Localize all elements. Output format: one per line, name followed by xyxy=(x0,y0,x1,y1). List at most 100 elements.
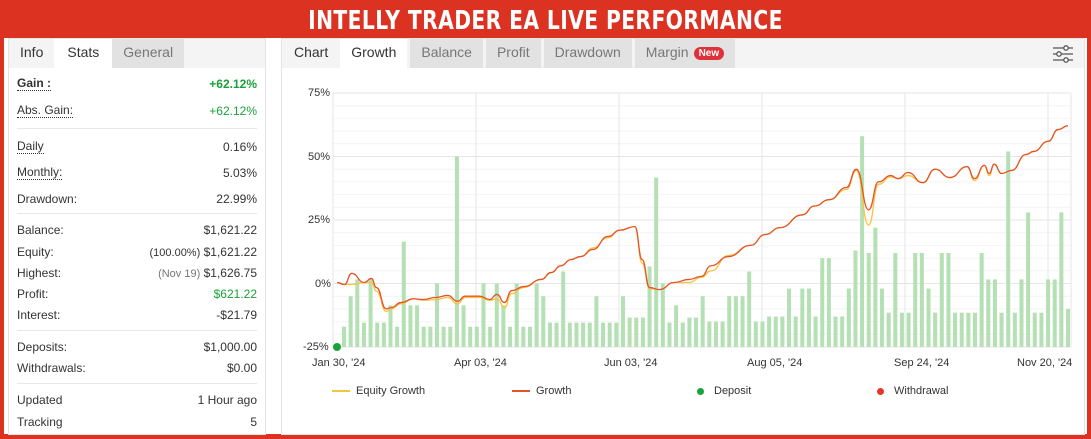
legend-equity-growth[interactable]: Equity Growth xyxy=(332,385,425,397)
legend-label: Withdrawal xyxy=(894,385,949,397)
daily-bar xyxy=(501,305,506,347)
daily-bar xyxy=(534,283,539,347)
daily-bar xyxy=(587,322,592,347)
legend-growth[interactable]: Growth xyxy=(512,385,571,397)
daily-bar xyxy=(880,288,885,347)
equity-percent: (100.00%) xyxy=(149,247,201,259)
tab-margin[interactable]: Margin New xyxy=(634,39,736,68)
stat-withdrawals: Withdrawals: $0.00 xyxy=(17,359,257,377)
daily-bar xyxy=(694,317,699,347)
daily-bar xyxy=(461,305,466,347)
daily-bar xyxy=(554,322,559,347)
daily-bar xyxy=(806,288,811,347)
interest-label: Interest: xyxy=(17,308,61,322)
tab-stats[interactable]: Stats xyxy=(54,39,113,68)
daily-bar xyxy=(547,322,552,347)
page-title: INTELLY TRADER EA LIVE PERFORMANCE xyxy=(308,6,783,36)
stat-deposits: Deposits: $1,000.00 xyxy=(17,338,257,356)
legend-dot-icon xyxy=(877,387,884,395)
divider xyxy=(17,213,257,214)
new-badge: New xyxy=(693,47,725,60)
daily-bar xyxy=(919,253,924,347)
highest-value: $1,626.75 xyxy=(203,266,257,280)
gain-value: +62.12% xyxy=(209,77,257,91)
daily-bar xyxy=(527,326,532,347)
stat-profit: Profit: $621.22 xyxy=(17,285,257,303)
tab-chart[interactable]: Chart xyxy=(294,44,329,60)
updated-value: 1 Hour ago xyxy=(197,393,257,407)
tab-growth[interactable]: Growth xyxy=(340,39,408,68)
daily-bar xyxy=(813,316,818,347)
daily-bar xyxy=(508,326,513,347)
stats-tabs: Info Stats General xyxy=(9,39,265,68)
daily-bar xyxy=(973,312,978,347)
daily-bar xyxy=(780,316,785,347)
daily-bar xyxy=(521,326,526,347)
legend-withdrawal[interactable]: Withdrawal xyxy=(877,385,948,397)
daily-bar xyxy=(979,253,984,347)
daily-bar xyxy=(667,322,672,347)
legend-line-icon xyxy=(332,390,350,392)
tab-info[interactable]: Info xyxy=(20,44,44,60)
daily-bar xyxy=(946,253,951,347)
daily-bar xyxy=(428,326,433,347)
tracking-label: Tracking xyxy=(17,415,63,429)
x-tick-label: Jun 03, '24 xyxy=(604,357,658,369)
stat-updated: Updated 1 Hour ago xyxy=(17,391,257,409)
daily-bar xyxy=(913,253,918,347)
balance-label: Balance: xyxy=(17,223,64,237)
deposits-value: $1,000.00 xyxy=(203,340,257,354)
stat-interest: Interest: -$21.79 xyxy=(17,306,257,324)
daily-bar xyxy=(747,271,752,347)
daily-bar xyxy=(395,326,400,347)
legend-label: Equity Growth xyxy=(356,385,426,397)
equity-value: $1,621.22 xyxy=(203,245,257,259)
daily-bar xyxy=(846,288,851,347)
monthly-value: 5.03% xyxy=(222,166,257,180)
legend-label: Deposit xyxy=(714,385,752,397)
monthly-label[interactable]: Monthly: xyxy=(17,165,63,180)
withdrawals-label: Withdrawals: xyxy=(17,361,86,375)
daily-bar xyxy=(966,312,971,347)
tab-balance[interactable]: Balance xyxy=(410,39,483,68)
daily-bar xyxy=(959,312,964,347)
x-tick-label: Jan 30, '24 xyxy=(312,357,366,369)
tab-drawdown[interactable]: Drawdown xyxy=(543,39,632,68)
legend-deposit[interactable]: Deposit xyxy=(697,385,751,397)
daily-bar xyxy=(348,296,353,347)
daily-bar xyxy=(680,322,685,347)
daily-bar xyxy=(468,326,473,347)
daily-bar xyxy=(494,283,499,347)
daily-bar xyxy=(733,296,738,347)
daily-value: 0.16% xyxy=(222,140,257,154)
daily-bar xyxy=(840,316,845,347)
daily-bar xyxy=(793,316,798,347)
daily-label[interactable]: Daily xyxy=(17,139,44,154)
stat-equity: Equity: (100.00%) $1,621.22 xyxy=(17,243,257,261)
daily-bar xyxy=(773,316,778,347)
profit-label: Profit: xyxy=(17,287,49,301)
stat-abs-gain: Abs. Gain: +62.12% xyxy=(17,102,257,120)
abs-gain-label[interactable]: Abs. Gain: xyxy=(17,103,74,118)
daily-bar xyxy=(415,305,420,347)
daily-bar xyxy=(342,326,346,347)
stat-daily: Daily 0.16% xyxy=(17,138,257,156)
tab-profit[interactable]: Profit xyxy=(485,39,541,68)
stat-highest: Highest: (Nov 19) $1,626.75 xyxy=(17,264,257,282)
daily-bar xyxy=(620,296,625,347)
highest-label: Highest: xyxy=(17,266,62,280)
daily-bar xyxy=(1066,308,1070,347)
daily-bar xyxy=(1032,312,1037,347)
daily-bar xyxy=(727,296,732,347)
tab-general[interactable]: General xyxy=(112,39,185,68)
daily-bar xyxy=(640,317,645,347)
settings-sliders-icon[interactable] xyxy=(1052,45,1074,63)
chart-tabs: Chart Growth Balance Profit Drawdown Mar… xyxy=(282,39,1084,68)
daily-bar xyxy=(674,305,679,347)
daily-bar xyxy=(488,326,493,347)
gain-label[interactable]: Gain : xyxy=(17,76,52,91)
daily-bar xyxy=(753,321,758,347)
daily-bar xyxy=(826,258,831,347)
daily-bar xyxy=(561,271,566,347)
stat-tracking: Tracking 5 xyxy=(17,413,257,431)
